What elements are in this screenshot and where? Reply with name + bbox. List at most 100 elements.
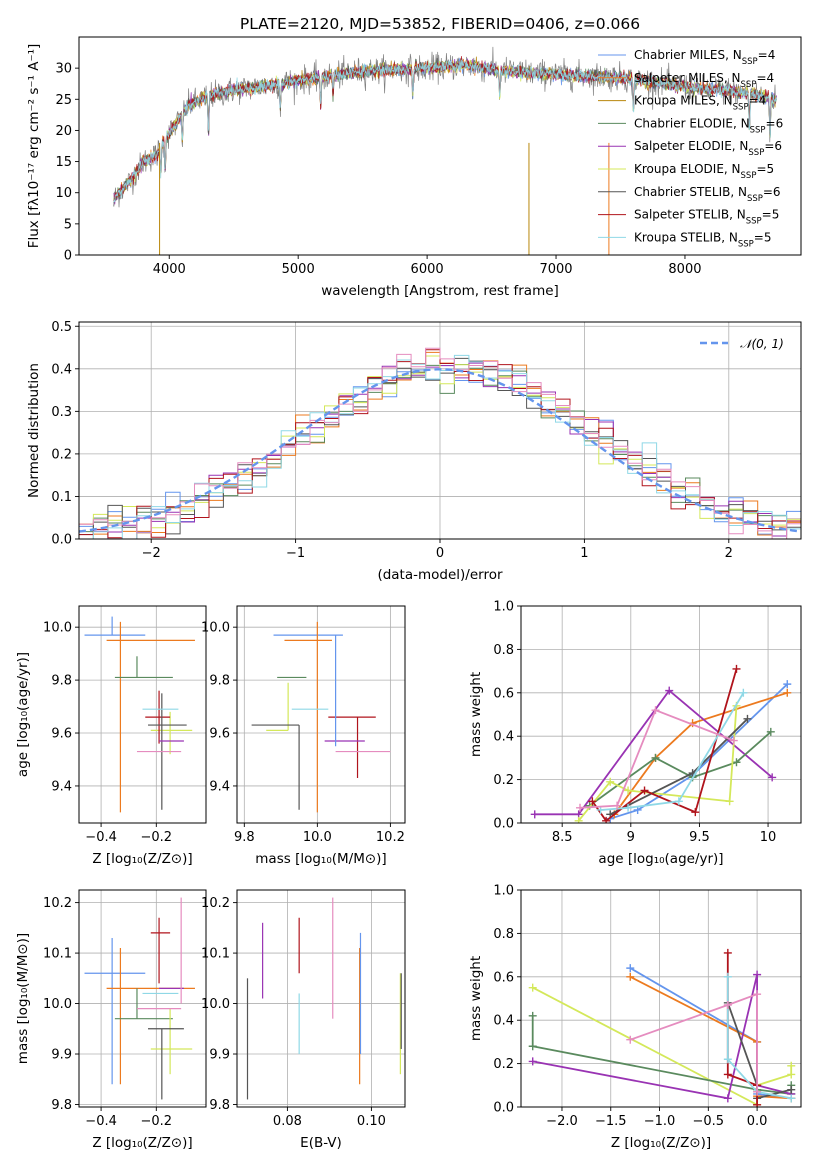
weight-point-marker — [624, 786, 633, 795]
legend-count: =5 — [756, 162, 774, 176]
legend-subscript: SSP — [750, 125, 766, 135]
legend-count: =6 — [764, 139, 782, 153]
x-tick-label: −2.0 — [546, 1114, 578, 1129]
axes-frame — [78, 605, 207, 824]
spectrum-series-line — [113, 59, 777, 203]
histograms — [79, 347, 801, 539]
y-tick-label: 0.5 — [51, 320, 72, 335]
weight-series-line — [609, 683, 788, 820]
legend-name: Chabrier MILES, N — [634, 48, 742, 62]
weight-series-line — [629, 967, 792, 1100]
y-tick-label: 1.0 — [493, 884, 514, 899]
legend-entry: 𝒩(0, 1) — [740, 337, 784, 351]
legend-name: Kroupa STELIB, N — [634, 230, 738, 244]
legend-name: Chabrier STELIB, N — [634, 185, 747, 199]
weight-point-marker — [787, 1094, 796, 1103]
weight-point-marker — [787, 1070, 796, 1079]
x-axis-label: Z [log₁₀(Z/Z⊙)] — [92, 1135, 192, 1151]
legend-subscript: SSP — [741, 80, 757, 90]
y-axis-label: age [log₁₀(age/yr)] — [15, 652, 31, 777]
weight-point-marker — [574, 816, 583, 823]
mass_weight_vs_age-panel: 8.5 9 9.5 10 0.0 0.2 0.4 0.6 0.8 1.0 age [log₁₀(ag… — [468, 600, 802, 867]
x-tick-label: −0.2 — [141, 830, 173, 845]
histogram-step — [79, 364, 801, 539]
weight-point-marker — [626, 964, 635, 973]
legend-subscript: SSP — [746, 217, 762, 227]
x-tick-label: 0.0 — [747, 1114, 768, 1129]
residuals-panel: −2 −1 0 1 2 0.0 0.1 0.2 0.3 0.4 0.5 (data-model)/er… — [26, 320, 802, 583]
legend-count: =4 — [756, 71, 774, 85]
legend-subscript: SSP — [741, 171, 757, 181]
weight-series-line — [579, 709, 735, 809]
y-tick-label: 10.0 — [201, 997, 230, 1012]
y-tick-label: 0.3 — [51, 405, 72, 420]
x-axis-label: mass [log₁₀(M/M⊙)] — [255, 851, 386, 867]
y-tick-label: 9.8 — [51, 1098, 72, 1113]
y-tick-label: 9.8 — [51, 674, 72, 689]
x-tick-label: −0.4 — [85, 830, 117, 845]
x-tick-label: 10 — [760, 830, 777, 845]
weight-point-marker — [528, 1057, 537, 1066]
y-tick-label: 0.4 — [51, 362, 72, 377]
weight-point-marker — [753, 1087, 762, 1096]
x-tick-label: −1.5 — [595, 1114, 627, 1129]
x-axis-label: age [log₁₀(age/yr)] — [598, 851, 723, 867]
y-tick-label: 0.0 — [51, 533, 72, 548]
weight-series-line — [534, 689, 773, 816]
weight-point-marker — [723, 1001, 732, 1010]
spectrum-lines — [113, 46, 777, 255]
weight-point-marker — [723, 972, 732, 981]
weight-point-marker — [602, 816, 611, 823]
y-axis-label: mass weight — [468, 956, 484, 1041]
weight-point-marker — [665, 686, 674, 695]
axes-frame — [78, 889, 207, 1108]
mass_vs_z-panel: −0.4 −0.2 9.8 9.9 10.0 10.1 10.2 Z [log₁₀(Z/Z⊙)… — [15, 889, 207, 1151]
legend-entry: Kroupa ELODIE, NSSP=5 — [634, 162, 774, 181]
y-tick-label: 0.6 — [493, 970, 514, 985]
weight-series-line — [600, 692, 745, 811]
weight-series-line — [613, 691, 788, 815]
error-bars — [246, 897, 402, 1100]
y-tick-label: 9.9 — [51, 1048, 72, 1063]
y-tick-label: 10.0 — [201, 621, 230, 636]
x-tick-label: 0.08 — [273, 1114, 302, 1129]
x-tick-label: 9.5 — [689, 830, 710, 845]
y-tick-label: 0.6 — [493, 686, 514, 701]
x-tick-label: 0 — [436, 546, 444, 561]
x-tick-label: 9.8 — [234, 830, 255, 845]
y-tick-label: 0.2 — [493, 773, 514, 788]
legend-entry: Chabrier MILES, NSSP=4 — [634, 48, 775, 67]
y-tick-label: 9.4 — [51, 779, 72, 794]
y-tick-label: 0.4 — [493, 730, 514, 745]
x-tick-label: −0.2 — [141, 1114, 173, 1129]
x-tick-label: 5000 — [282, 262, 315, 277]
mass_weight_vs_z-panel: −2.0 −1.5 −1.0 −0.5 0.0 0.0 0.2 0.4 0.6 0.8 1.0 Z [… — [468, 884, 802, 1151]
error-bars — [84, 897, 195, 1100]
x-axis-label: wavelength [Angstrom, rest frame] — [321, 283, 559, 299]
legend-entry: Salpeter MILES, NSSP=4 — [634, 71, 774, 90]
weight-point-marker — [626, 1035, 635, 1044]
legend-subscript: SSP — [742, 57, 758, 67]
histogram-step — [79, 354, 801, 539]
y-tick-label: 1.0 — [493, 600, 514, 615]
spectrum-panel: 4000 5000 6000 7000 8000 0 5 10 15 20 25 30 waveleng… — [26, 15, 802, 299]
weight-point-marker — [691, 808, 700, 817]
legend-name: Kroupa MILES, N — [634, 94, 733, 108]
weight-point-marker — [640, 786, 649, 795]
y-tick-label: 10.2 — [43, 896, 72, 911]
y-tick-label: 0.1 — [51, 490, 72, 505]
mass_vs_ebv-panel: 0.08 0.10 9.8 9.9 10.0 10.1 10.2 E(B-V) — [201, 889, 406, 1151]
weight-point-marker — [651, 706, 660, 715]
error-bars — [84, 616, 195, 813]
legend-count: =4 — [758, 48, 776, 62]
legend-count: =5 — [754, 230, 772, 244]
axes-frame — [236, 889, 406, 1108]
y-tick-label: 9.8 — [209, 674, 230, 689]
x-tick-label: 0.10 — [357, 1114, 386, 1129]
y-tick-label: 0.4 — [493, 1014, 514, 1029]
x-axis-label: Z [log₁₀(Z/Z⊙)] — [92, 851, 192, 867]
y-tick-label: 10.2 — [201, 896, 230, 911]
y-tick-label: 0.8 — [493, 643, 514, 658]
weight-point-marker — [725, 797, 734, 806]
